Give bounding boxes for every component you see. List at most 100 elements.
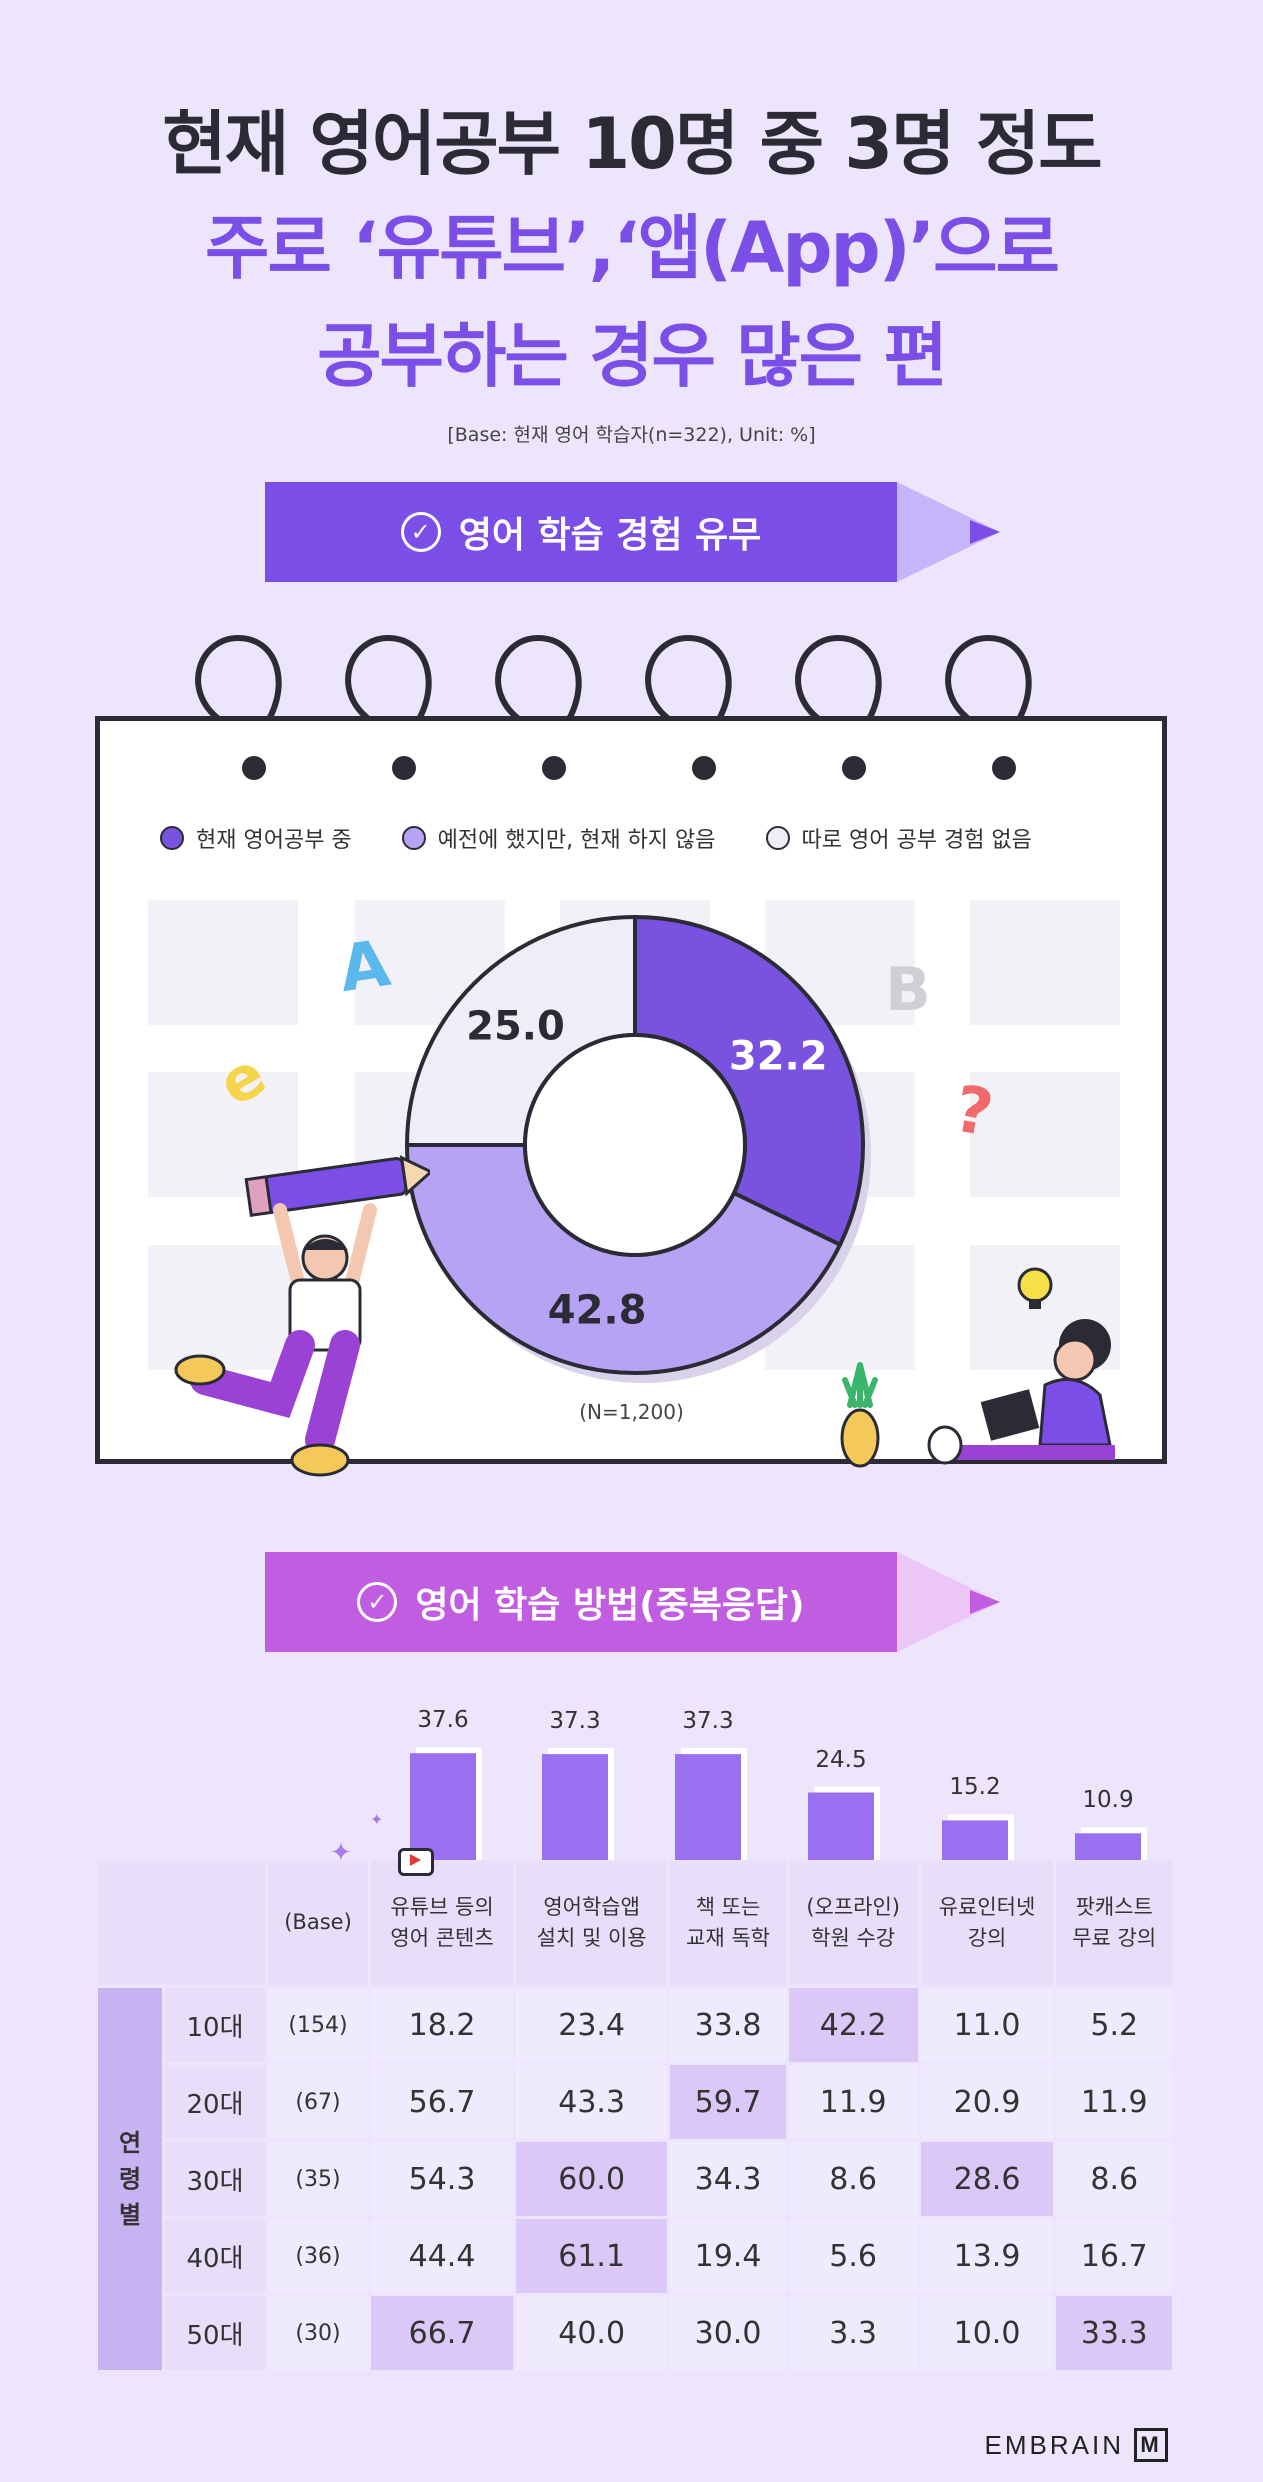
table-cell: 59.7 [670,2065,786,2139]
bar-data-label: 10.9 [1082,1787,1134,1814]
bar-data-label: 37.3 [549,1708,601,1735]
table-row: 연 령 별 10대 (154) 18.2 23.4 33.8 42.2 11.0 5.2 [98,1988,1172,2370]
table-header-col: 책 또는 교재 독학 [670,1861,786,1985]
donut-data-label: 42.8 [548,1288,647,1334]
table-header-corner [98,1861,265,1985]
table-cell: 16.7 [1056,2219,1172,2293]
title-line-1: 현재 영어공부 10명 중 3명 정도 [162,103,1102,185]
sparkle-icon: ✦ [330,1838,352,1868]
calendar-cell [970,1072,1120,1197]
table-header-col: 유튜브 등의 영어 콘텐츠 [371,1847,514,1985]
base-count: (35) [268,2142,368,2216]
brand-name: EMBRAIN [984,2429,1124,2460]
title-line-3: 공부하는 경우 많은 편 [317,315,948,397]
age-label: 10대 [165,1988,265,2062]
section1-label: 영어 학습 경험 유무 [458,515,762,556]
bar-chart [410,1747,1147,1860]
bar-data-label: 37.3 [682,1708,734,1735]
table-cell: 10.0 [920,2296,1054,2370]
bar-data-label: 37.6 [417,1707,469,1734]
table-header-row: (Base) 유튜브 등의 영어 콘텐츠 영어학습앱 설치 및 이용 책 또는 교재 … [98,1847,1172,1985]
base-count: (154) [268,1988,368,2062]
table-cell: 8.6 [1056,2142,1172,2216]
base-note: [Base: 현재 영어 학습자(n=322), Unit: %] [447,424,816,446]
bar [808,1792,874,1860]
calendar-cell [970,900,1120,1025]
check-circle-icon: ✓ [357,1582,398,1622]
person-with-pencil-illustration [174,1155,430,1477]
table-cell: 66.7 [371,2296,514,2370]
legend-swatch [401,826,426,850]
bar-data-label: 24.5 [815,1746,867,1773]
table-cell: 11.0 [920,1988,1054,2062]
calendar-cell [148,1245,298,1370]
pie-legend: 현재 영어공부 중 예전에 했지만, 현재 하지 않음 따로 영어 공부 경험 … [160,822,1032,854]
table-cell: 3.3 [788,2296,918,2370]
section1-header: ✓ 영어 학습 경험 유무 [265,482,1005,582]
bar [410,1753,476,1860]
table-row: 50대 (30) 66.7 40.0 30.0 3.3 10.0 33.3 [98,2296,1172,2370]
calendar-rings [195,634,1032,732]
table-cell: 20.9 [920,2065,1054,2139]
calendar-ring-holes [242,756,1016,780]
title-line-2: 주로 ‘유튜브’,‘앱(App)’으로 [205,207,1060,289]
table-cell: 42.2 [788,1988,918,2062]
table-cell: 8.6 [788,2142,918,2216]
legend-label: 예전에 했지만, 현재 하지 않음 [437,828,716,853]
section2-header: ✓ 영어 학습 방법(중복응답) [265,1552,1005,1652]
letter-b-decoration: B [885,955,931,1025]
donut-data-label: 25.0 [466,1003,565,1049]
legend-label: 따로 영어 공부 경험 없음 [801,828,1032,853]
bar [675,1754,741,1860]
age-label: 30대 [165,2142,265,2216]
bar [942,1820,1008,1860]
bar [542,1754,608,1860]
table-cell: 54.3 [371,2142,514,2216]
section1-header-shape [265,482,1000,582]
table-cell: 33.3 [1056,2296,1172,2370]
table-row: 30대 (35) 54.3 60.0 34.3 8.6 28.6 8.6 [98,2142,1172,2216]
table-cell: 40.0 [516,2296,668,2370]
bar [1075,1833,1141,1860]
base-count: (67) [268,2065,368,2139]
pie-note: (N=1,200) [579,1400,684,1424]
donut-data-label: 32.2 [729,1033,828,1079]
sparkle-icon: ✦ [370,1810,384,1829]
table-header-col: 유료인터넷 강의 [920,1861,1054,1985]
table-cell: 13.9 [920,2219,1054,2293]
base-count: (30) [268,2296,368,2370]
age-label: 40대 [165,2219,265,2293]
person-with-laptop-illustration [927,1267,1115,1465]
table-cell: 5.6 [788,2219,918,2293]
table-cell: 60.0 [516,2142,668,2216]
table-cell: 44.4 [371,2219,514,2293]
table-header-col: (오프라인) 학원 수강 [788,1861,918,1985]
brand-mark-icon: M [1134,2428,1168,2462]
table-cell: 30.0 [670,2296,786,2370]
table-cell: 56.7 [371,2065,514,2139]
bar-data-label: 15.2 [949,1774,1001,1801]
table-row: 40대 (36) 44.4 61.1 19.4 5.6 13.9 16.7 [98,2219,1172,2293]
table-cell: 11.9 [1056,2065,1172,2139]
table-cell: 61.1 [516,2219,668,2293]
table-header-base: (Base) [268,1861,368,1985]
table-cell: 23.4 [516,1988,668,2062]
donut-hole [523,1033,747,1257]
base-count: (36) [268,2219,368,2293]
section2-label: 영어 학습 방법(중복응답) [415,1585,805,1626]
age-label: 50대 [165,2296,265,2370]
table-header-col: 팟캐스트 무료 강의 [1056,1861,1172,1985]
brand-logo: EMBRAIN M [985,2428,1168,2462]
table-cell: 18.2 [371,1988,514,2062]
legend-item: 현재 영어공부 중 [160,822,352,854]
letter-a-decoration: A [335,926,395,1008]
youtube-play-icon [398,1847,435,1876]
table-header-col: 영어학습앱 설치 및 이용 [516,1861,668,1985]
check-circle-icon: ✓ [400,512,441,552]
legend-item: 예전에 했지만, 현재 하지 않음 [401,822,716,854]
table-cell: 28.6 [920,2142,1054,2216]
table-cell: 19.4 [670,2219,786,2293]
legend-item: 따로 영어 공부 경험 없음 [765,822,1032,854]
age-label: 20대 [165,2065,265,2139]
